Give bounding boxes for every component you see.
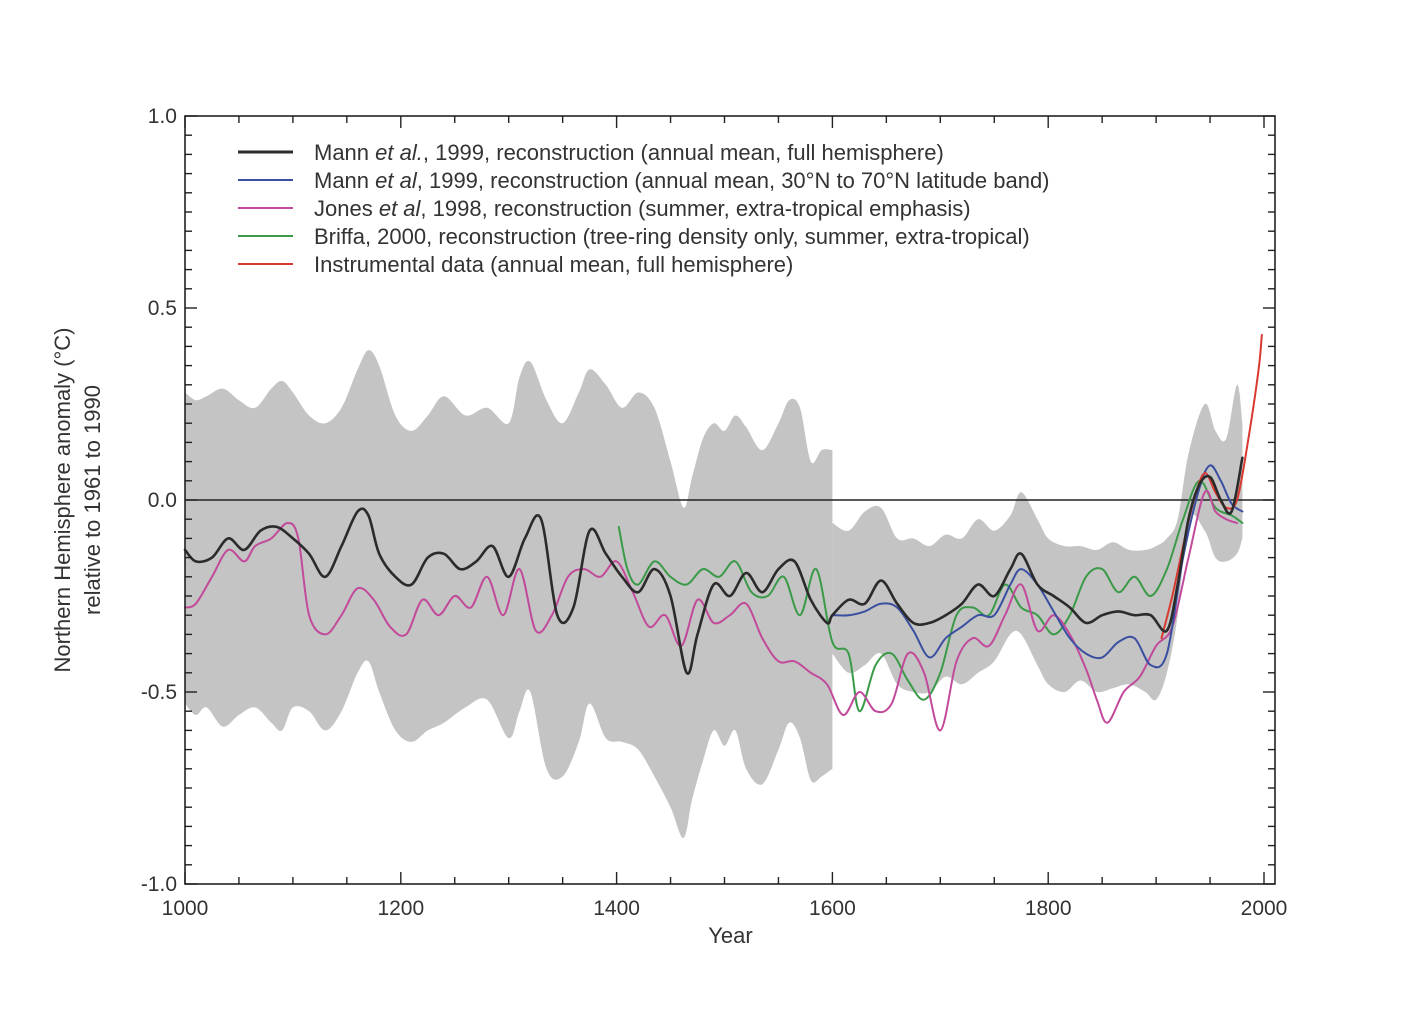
legend-label-instrumental: Instrumental data (annual mean, full hem… [314, 252, 793, 277]
legend-label-part: Mann [314, 140, 375, 165]
legend-label-part: , 1999, reconstruction (annual mean, 30°… [417, 168, 1050, 193]
legend-label-part: Mann [314, 168, 375, 193]
y-axis-title-line-2: relative to 1961 to 1990 [80, 385, 105, 615]
x-tick-label: 1400 [593, 897, 640, 920]
legend-label-part: Briffa, 2000, reconstruction (tree-ring … [314, 224, 1030, 249]
legend-label-part: Jones [314, 196, 379, 221]
legend-label-mann-band: Mann et al, 1999, reconstruction (annual… [314, 168, 1050, 193]
legend-label-briffa: Briffa, 2000, reconstruction (tree-ring … [314, 224, 1030, 249]
y-tick-label: 0.5 [148, 297, 177, 320]
series-line-mann-full [183, 456, 1244, 675]
legend-label-part: Instrumental data (annual mean, full hem… [314, 252, 793, 277]
series-line-briffa [617, 479, 1244, 713]
x-tick-label: 1000 [162, 897, 209, 920]
x-tick-label: 1200 [377, 897, 424, 920]
y-tick-label: 1.0 [148, 105, 177, 128]
legend: Mann et al., 1999, reconstruction (annua… [238, 140, 1050, 277]
x-axis: 1000 1200 1400 1600 1800 2000 [162, 116, 1288, 920]
legend-label-part: , 1998, reconstruction (summer, extra-tr… [420, 196, 970, 221]
y-tick-label: -1.0 [141, 873, 177, 896]
legend-label-mann-full: Mann et al., 1999, reconstruction (annua… [314, 140, 944, 165]
series-layer [183, 333, 1263, 732]
y-tick-label: 0.0 [148, 489, 177, 512]
legend-label-part: et al. [375, 140, 423, 165]
y-axis-title-line-1: Northern Hemisphere anomaly (°C) [50, 327, 75, 672]
legend-label-part: et al [379, 196, 422, 221]
legend-label-part: et al [375, 168, 418, 193]
series-line-mann-band [831, 464, 1244, 669]
x-tick-label: 1600 [809, 897, 856, 920]
series-line-instrumental [1160, 333, 1263, 640]
series-line-jones [184, 489, 1238, 732]
legend-label-part: , 1999, reconstruction (annual mean, ful… [423, 140, 944, 165]
y-axis: 1.0 0.5 0.0 -0.5 -1.0 [141, 105, 1275, 896]
x-tick-label: 2000 [1241, 897, 1288, 920]
uncertainty-band-early [185, 350, 833, 838]
x-tick-label: 1800 [1025, 897, 1072, 920]
y-tick-label: -0.5 [141, 681, 177, 704]
legend-label-jones: Jones et al, 1998, reconstruction (summe… [314, 196, 971, 221]
x-axis-title: Year [708, 923, 752, 948]
